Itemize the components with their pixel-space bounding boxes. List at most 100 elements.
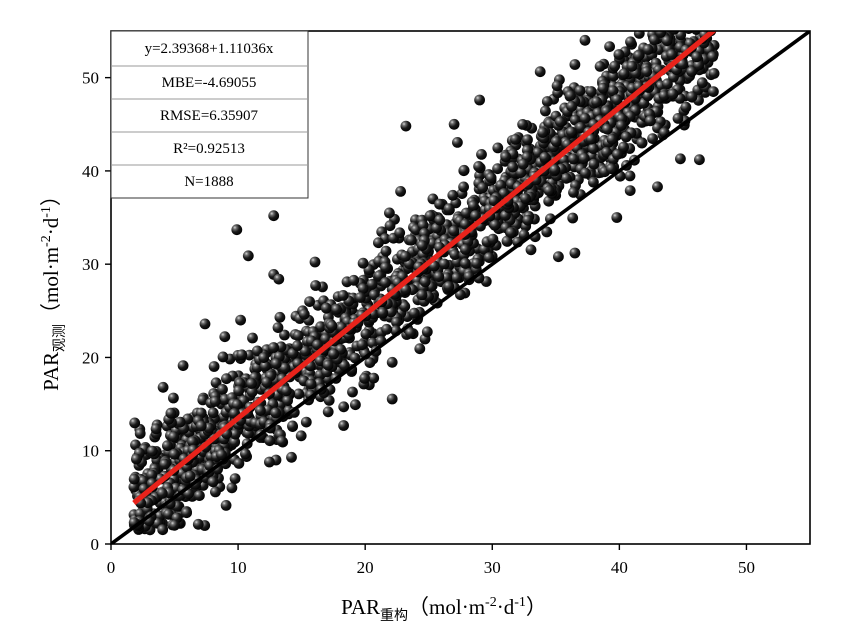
y-tick-label: 30	[82, 255, 99, 274]
data-point	[251, 345, 263, 357]
data-point	[231, 224, 243, 236]
data-point	[447, 189, 459, 201]
data-point	[626, 60, 638, 72]
data-point	[549, 164, 561, 176]
data-point	[373, 237, 384, 249]
data-point	[460, 244, 471, 255]
data-point	[168, 431, 180, 443]
data-point	[347, 386, 358, 398]
data-point	[268, 210, 280, 222]
data-point	[217, 384, 228, 395]
data-point	[417, 219, 429, 231]
data-point	[597, 82, 609, 94]
data-point	[606, 133, 618, 145]
data-point	[273, 273, 285, 285]
x-axis-title-unit-close: ）	[526, 595, 547, 619]
data-point	[641, 66, 653, 77]
data-point	[260, 360, 271, 372]
data-point	[624, 170, 636, 182]
data-point	[568, 187, 579, 198]
data-point	[618, 141, 629, 153]
data-point	[286, 451, 297, 463]
data-point	[229, 428, 241, 440]
y-axis-title-unit-mid: ·d	[39, 217, 63, 235]
data-point	[310, 280, 321, 291]
data-point	[460, 218, 471, 230]
data-point	[312, 339, 323, 351]
data-point	[287, 420, 298, 432]
data-point	[585, 133, 597, 145]
data-point	[168, 392, 179, 404]
stats-box-frame	[110, 30, 309, 199]
data-point	[522, 134, 533, 146]
data-point	[131, 453, 142, 465]
data-point	[612, 149, 623, 160]
data-point	[162, 440, 173, 452]
data-point	[338, 401, 350, 413]
data-point	[207, 476, 219, 488]
data-point	[675, 153, 686, 165]
data-point	[607, 85, 619, 97]
data-point	[594, 61, 606, 72]
data-point	[242, 250, 254, 262]
data-point	[601, 146, 612, 158]
data-point	[216, 449, 227, 461]
data-point	[270, 407, 282, 419]
data-point	[672, 113, 684, 124]
data-point	[207, 407, 219, 419]
data-point	[281, 385, 292, 397]
data-point	[460, 258, 471, 269]
data-point	[400, 120, 412, 132]
data-point	[488, 195, 500, 207]
data-point	[210, 486, 221, 498]
data-point	[309, 256, 321, 268]
data-point	[322, 359, 334, 371]
data-point	[680, 101, 692, 113]
data-point	[487, 233, 499, 245]
plot-frame	[110, 30, 811, 545]
data-point	[360, 328, 372, 340]
data-point	[501, 235, 513, 247]
data-point	[146, 469, 158, 481]
data-point	[474, 94, 485, 106]
data-point	[624, 185, 636, 197]
data-point	[421, 326, 433, 338]
data-point	[292, 340, 303, 352]
data-point	[192, 518, 204, 530]
data-point	[339, 360, 350, 371]
data-point	[588, 176, 599, 188]
data-point	[588, 158, 600, 170]
stats-rmse: RMSE=6.35907	[160, 108, 259, 124]
data-point	[691, 51, 703, 63]
y-tick-label: 40	[82, 162, 99, 181]
data-point	[416, 289, 428, 301]
data-point	[520, 193, 531, 204]
data-point	[394, 227, 406, 239]
stats-n: N=1888	[184, 174, 233, 190]
data-point	[541, 96, 553, 107]
y-tick-label: 20	[82, 348, 99, 367]
data-point	[431, 222, 442, 234]
data-point	[419, 276, 431, 288]
data-point	[574, 85, 586, 96]
data-point	[534, 66, 546, 78]
data-point	[128, 473, 140, 485]
data-point	[505, 227, 517, 238]
data-point	[647, 133, 658, 145]
data-point	[471, 258, 482, 269]
data-point	[566, 126, 577, 138]
x-axis-title: PAR重构（mol·m-2·d-1）	[341, 595, 547, 624]
data-point	[434, 214, 446, 226]
data-point	[292, 330, 304, 342]
data-point	[217, 351, 229, 363]
data-point	[159, 458, 171, 470]
data-point	[261, 376, 273, 388]
data-points	[128, 31, 720, 536]
data-point	[209, 396, 221, 407]
data-point	[194, 490, 205, 501]
data-point	[492, 163, 503, 175]
data-point	[618, 68, 630, 79]
data-point	[567, 212, 579, 224]
data-point	[236, 349, 248, 361]
data-point	[295, 430, 307, 442]
